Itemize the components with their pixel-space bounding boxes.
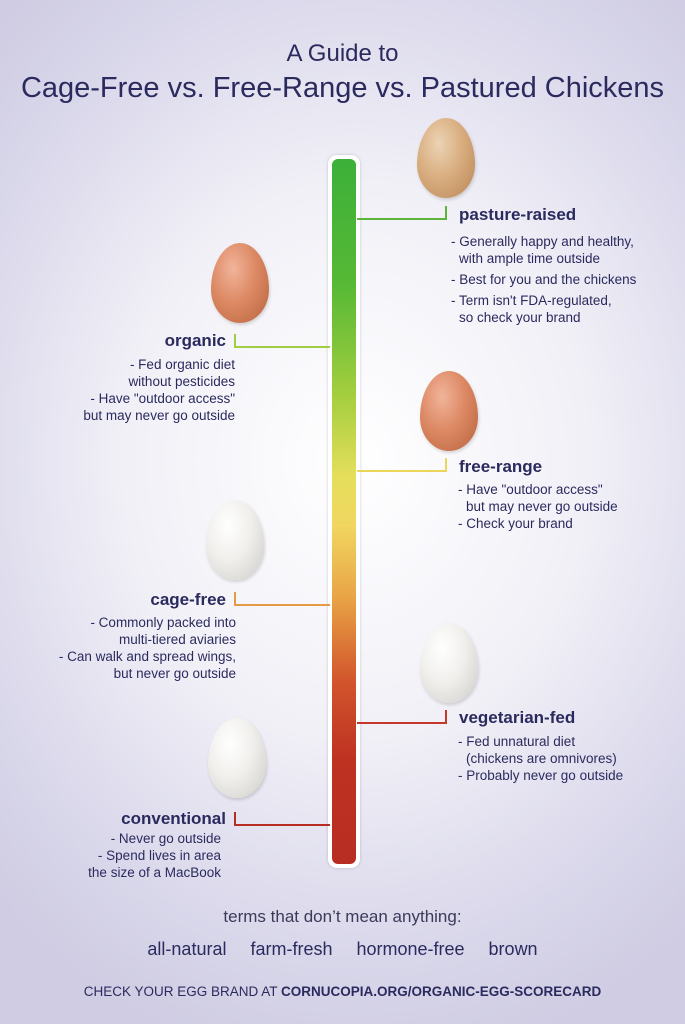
organic-egg-icon	[211, 243, 269, 323]
pasture-raised-connector	[357, 206, 447, 220]
conventional-connector	[234, 812, 330, 826]
title-line-1: A Guide to	[286, 40, 399, 67]
meaningless-terms-heading: terms that don’t mean anything:	[223, 907, 462, 926]
welfare-scale-bar	[328, 155, 360, 868]
organic-heading: organic	[164, 331, 226, 350]
footer-cta: CHECK YOUR EGG BRAND AT CORNUCOPIA.ORG/O…	[0, 984, 685, 999]
scorecard-link[interactable]: CORNUCOPIA.ORG/ORGANIC-EGG-SCORECARD	[281, 984, 602, 999]
organic-description: - Fed organic diet without pesticides - …	[83, 357, 235, 423]
cage-free-egg-icon	[206, 500, 264, 580]
conventional-description: - Never go outside - Spend lives in area…	[88, 831, 221, 880]
organic-connector	[234, 334, 330, 348]
free-range-heading: free-range	[459, 457, 543, 476]
free-range-description: - Have "outdoor access" but may never go…	[458, 482, 618, 531]
pasture-raised-description: - Generally happy and healthy, with ampl…	[451, 234, 637, 325]
conventional-egg-icon	[208, 718, 266, 798]
welfare-scale-gradient	[332, 159, 356, 864]
title-line-2: Cage-Free vs. Free-Range vs. Pastured Ch…	[20, 72, 665, 104]
vegetarian-fed-description: - Fed unnatural diet (chickens are omniv…	[458, 734, 624, 783]
cage-free-connector	[234, 592, 330, 606]
cage-free-description: - Commonly packed into multi-tiered avia…	[58, 615, 236, 681]
term-hormone-free: hormone-free	[356, 939, 465, 959]
vegetarian-fed-heading: vegetarian-fed	[459, 708, 576, 727]
vegetarian-fed-egg-icon	[420, 623, 478, 703]
term-brown: brown	[488, 939, 538, 959]
vegetarian-fed-connector	[357, 710, 447, 724]
free-range-egg-icon	[420, 371, 478, 451]
term-farm-fresh: farm-fresh	[250, 939, 333, 959]
footer-prefix: CHECK YOUR EGG BRAND AT	[83, 984, 282, 999]
meaningless-terms-list: all-natural farm-fresh hormone-free brow…	[0, 939, 685, 960]
cage-free-heading: cage-free	[150, 590, 226, 609]
pasture-raised-heading: pasture-raised	[459, 205, 577, 224]
conventional-heading: conventional	[121, 809, 226, 828]
free-range-connector	[357, 458, 447, 472]
pasture-raised-egg-icon	[417, 118, 475, 198]
term-all-natural: all-natural	[147, 939, 227, 959]
